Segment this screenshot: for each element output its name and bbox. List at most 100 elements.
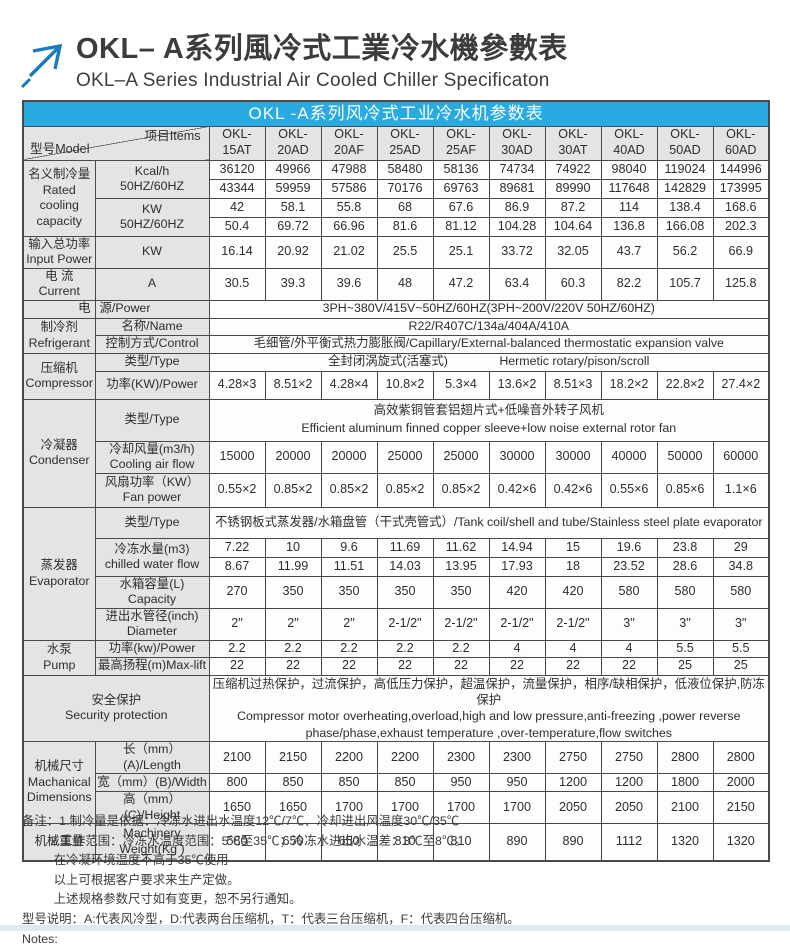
- value-cell: 0.85×2: [264, 472, 322, 508]
- condenser-fan-label: 风扇功率（KW） Fan power: [94, 472, 210, 508]
- model-header-cell: OKL- 20AD: [264, 125, 322, 161]
- note-line: Notes:: [22, 931, 58, 946]
- model-header-cell: OKL- 50AD: [656, 125, 714, 161]
- value-cell: 20000: [320, 440, 378, 474]
- value-cell: 2800: [712, 741, 770, 774]
- value-cell: 125.8: [712, 267, 770, 301]
- current-row: 电 流 Current A 30.5 39.3 39.6 48 47.2 63.4 60.3…: [22, 267, 770, 301]
- value-cell: 22: [264, 656, 322, 676]
- value-cell: 89990: [544, 178, 602, 199]
- value-cell: 49966: [264, 159, 322, 180]
- value-cell: 74734: [488, 159, 546, 180]
- page-subtitle: OKL–A Series Industrial Air Cooled Chill…: [76, 69, 550, 91]
- note-line: 2.工作范围：冷冻水温度范围：5℃至35℃；冷冻水进出水温差：3℃至8℃。: [22, 833, 467, 848]
- value-cell: 17.93: [488, 556, 546, 577]
- value-cell: 11.51: [320, 556, 378, 577]
- value-cell: 3": [656, 607, 714, 641]
- value-cell: 1700: [320, 791, 378, 824]
- model-header-cell: OKL- 25AF: [432, 125, 490, 161]
- pump-lift-row: 最高扬程(m)Max-lift 22 22 22 22 22 22 22 22 25 25: [23, 656, 770, 676]
- corner-items-label: 项目Items: [144, 128, 201, 143]
- value-cell: 350: [320, 575, 378, 609]
- value-cell: 47988: [320, 159, 378, 180]
- compressor-category: 压缩机 Compressor: [22, 352, 96, 400]
- value-cell: 2.2: [432, 639, 490, 658]
- value-cell: 890: [544, 823, 602, 861]
- value-cell: 3": [600, 607, 658, 641]
- condenser-type-en: Efficient aluminum finned copper sleeve+…: [301, 421, 677, 435]
- spec-table: OKL -A系列风冷式工业冷水机参数表 型号Model 项目Items OKL-…: [22, 100, 771, 862]
- value-cell: 30000: [544, 440, 602, 474]
- input-power-row: 输入总功率 Input Power KW 16.14 20.92 21.02 25.5…: [22, 235, 770, 269]
- refrigerant-control-label: 控制方式/Control: [94, 334, 210, 354]
- power-supply-category: 电: [22, 299, 96, 319]
- value-cell: 2750: [544, 741, 602, 774]
- value-cell: 33.72: [488, 235, 546, 269]
- value-cell: 60.3: [544, 267, 602, 301]
- value-cell: 28.6: [656, 556, 714, 577]
- condenser-category: 冷凝器 Condenser: [22, 398, 96, 508]
- value-cell: 173995: [712, 178, 770, 199]
- refrigerant-name-label: 名称/Name: [94, 317, 210, 336]
- value-cell: 63.4: [488, 267, 546, 301]
- condenser-airflow-label: 冷却风量(m3/h) Cooling air flow: [94, 440, 210, 474]
- value-cell: 1200: [544, 773, 602, 792]
- power-supply-label: 源/Power: [94, 299, 210, 319]
- value-cell: 25000: [432, 440, 490, 474]
- rated-kw-60hz-row: 50.4 69.72 66.96 81.6 81.12 104.28 104.64 136.8…: [23, 216, 770, 237]
- model-header-cell: OKL- 30AT: [544, 125, 602, 161]
- value-cell: 39.3: [264, 267, 322, 301]
- value-cell: 25: [656, 656, 714, 676]
- condenser-type-row: 冷凝器 Condenser 类型/Type 高效紫铜管套铝翅片式+低噪音外转子风…: [22, 398, 770, 508]
- value-cell: 10: [264, 537, 322, 558]
- value-cell: 30000: [488, 440, 546, 474]
- value-cell: 2-1/2": [544, 607, 602, 641]
- value-cell: 4.28×3: [208, 370, 266, 400]
- value-cell: 2": [264, 607, 322, 641]
- power-supply-row: 电 源/Power 3PH~380V/415V~50HZ/60HZ(3PH~20…: [22, 299, 770, 319]
- value-cell: 67.6: [432, 197, 490, 218]
- evaporator-chilled-60hz-row: 8.67 11.99 11.51 14.03 13.95 17.93 18 23.52 28.6…: [23, 556, 770, 577]
- evaporator-chilled-50hz-row: 冷冻水量(m3) chilled water flow 7.22 10 9.6 11.…: [23, 537, 770, 577]
- value-cell: 14.03: [376, 556, 434, 577]
- value-cell: 0.85×2: [432, 472, 490, 508]
- value-cell: 18: [544, 556, 602, 577]
- dimension-height-label: 高（mm）(C)/Height: [94, 791, 210, 824]
- value-cell: 2200: [320, 741, 378, 774]
- value-cell: 1320: [656, 823, 714, 861]
- value-cell: 420: [488, 575, 546, 609]
- value-cell: 800: [208, 773, 266, 792]
- value-cell: 850: [376, 773, 434, 792]
- value-cell: 168.6: [712, 197, 770, 218]
- value-cell: 350: [432, 575, 490, 609]
- value-cell: 2050: [544, 791, 602, 824]
- model-header-cell: OKL- 20AF: [320, 125, 378, 161]
- value-cell: 48: [376, 267, 434, 301]
- value-cell: 36120: [208, 159, 266, 180]
- weight-category: 机械重量: [22, 823, 96, 861]
- model-header-cell: OKL- 15AT: [208, 125, 266, 161]
- security-label: 安全保护 Security protection: [22, 674, 210, 742]
- value-cell: 2": [208, 607, 266, 641]
- value-cell: 850: [264, 773, 322, 792]
- refrigerant-name-value: R22/R407C/134a/404A/410A: [208, 317, 770, 336]
- value-cell: 420: [544, 575, 602, 609]
- value-cell: 30.5: [208, 267, 266, 301]
- value-cell: 0.55×6: [600, 472, 658, 508]
- model-header-row: 型号Model 项目Items OKL- 15AT OKL- 20AD OKL- 2…: [22, 125, 770, 161]
- value-cell: 104.28: [488, 216, 546, 237]
- pump-power-row: 水泵 Pump 功率(kw)/Power 2.2 2.2 2.2 2.2 2.2 4 4 4 5…: [22, 639, 770, 676]
- value-cell: 1700: [488, 791, 546, 824]
- value-cell: 25.1: [432, 235, 490, 269]
- page-title: OKL– A系列風冷式工業冷水機參數表: [76, 33, 568, 65]
- value-cell: 950: [432, 773, 490, 792]
- security-zh: 压缩机过热保护，过流保护，高低压力保护，超温保护，流量保护，相序/缺相保护，低液…: [212, 676, 765, 707]
- value-cell: 22: [544, 656, 602, 676]
- value-cell: 9.6: [320, 537, 378, 558]
- value-cell: 2750: [600, 741, 658, 774]
- note-line: 上述规格参数尺寸如有变更，恕不另行通知。: [22, 892, 302, 907]
- evaporator-type-row: 蒸发器 Evaporator 类型/Type 不锈钢板式蒸发器/水箱盘管（干式壳…: [22, 506, 770, 641]
- value-cell: 57586: [320, 178, 378, 199]
- model-header-cell: OKL- 60AD: [712, 125, 770, 161]
- evaporator-category: 蒸发器 Evaporator: [22, 506, 96, 641]
